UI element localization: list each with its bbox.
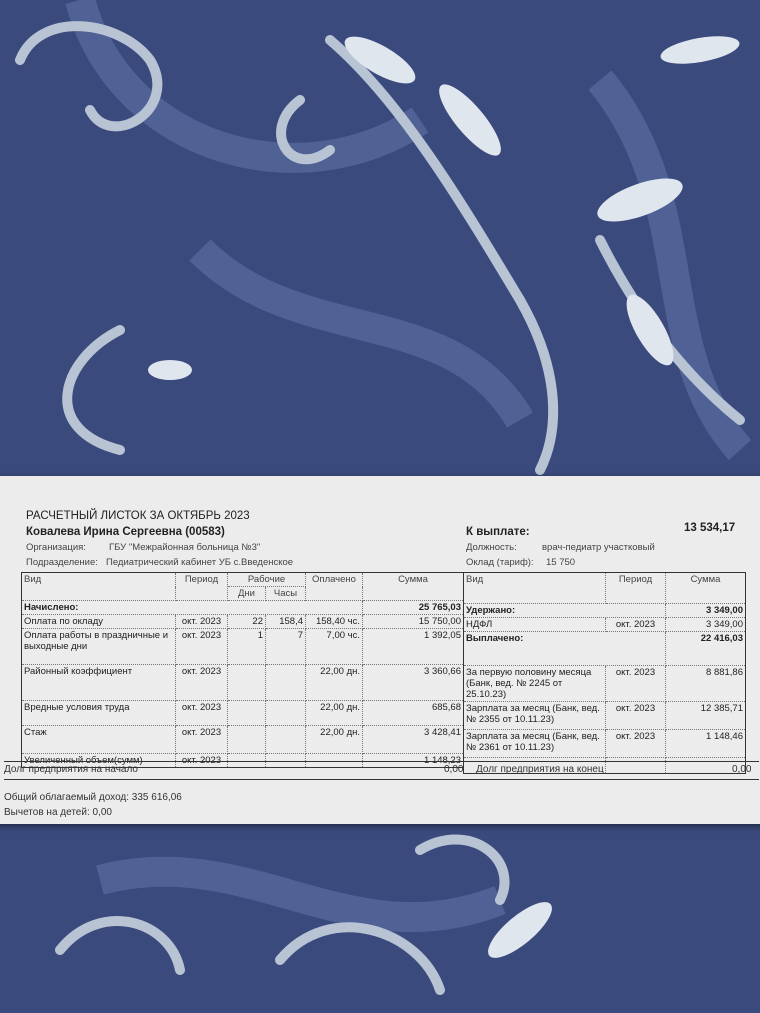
cell-hours: 158,4	[265, 614, 306, 629]
debt-end-label: Долг предприятия на конец	[476, 764, 604, 775]
cell-sum: 1 392,05	[362, 628, 464, 665]
cell-vid: Вредные условия труда	[21, 700, 176, 726]
cell-period: окт. 2023	[175, 614, 228, 629]
cell-period: окт. 2023	[605, 665, 666, 702]
employee-name: Ковалева Ирина Сергеевна (00583)	[26, 526, 225, 538]
col-work: Рабочие	[227, 572, 306, 587]
cell-sum: 8 881,86	[665, 665, 746, 702]
cell-paid: 22,00 дн.	[305, 664, 363, 701]
salary-value: 15 750	[546, 557, 576, 568]
cell-vid: Зарплата за месяц (Банк, вед. № 2361 от …	[463, 729, 606, 758]
cell-hours	[265, 700, 306, 726]
col-days: Дни	[227, 586, 266, 601]
payslip: РАСЧЕТНЫЙ ЛИСТОК ЗА ОКТЯБРЬ 2023 Ковалев…	[0, 476, 760, 824]
cell-vid: Зарплата за месяц (Банк, вед. № 2355 от …	[463, 701, 606, 730]
cell-days: 1	[227, 628, 266, 665]
table-row: Оплата по окладу окт. 2023 22 158,4 158,40 ч…	[21, 614, 464, 629]
pay-label: К выплате:	[466, 526, 530, 538]
table-row: Вредные условия труда окт. 2023 22,00 дн. 6…	[21, 700, 464, 726]
org-value: ГБУ "Межрайонная больница №3"	[109, 542, 261, 553]
dept-value: Педиатрический кабинет УБ с.Введенское	[106, 557, 294, 568]
position-value: врач-педиатр участковый	[542, 542, 655, 553]
cell-sum: 1 148,46	[665, 729, 746, 758]
debt-start-label: Долг предприятия на начало	[4, 764, 138, 775]
cell-days	[227, 664, 266, 701]
withheld-total: 3 349,00	[665, 603, 746, 618]
salary-label: Оклад (тариф):	[466, 557, 534, 568]
deductions-table: Вид Период Сумма Удержано: 3 349,00 НДФЛ…	[463, 572, 746, 774]
cell-period: окт. 2023	[175, 725, 228, 754]
col-sum: Сумма	[362, 572, 464, 601]
cell-period: окт. 2023	[175, 753, 228, 768]
debt-start-value: 0,00	[444, 764, 464, 775]
table-row: За первую половину месяца (Банк, вед. № …	[463, 665, 746, 702]
col-vid-right: Вид	[463, 572, 606, 604]
cell-sum: 3 360,66	[362, 664, 464, 701]
pay-value: 13 534,17	[684, 522, 736, 534]
divider	[4, 779, 759, 780]
table-row: Оплата работы в праздничные и выходные д…	[21, 628, 464, 665]
cell-sum: 685,68	[362, 700, 464, 726]
empty-cell	[605, 757, 666, 774]
dept-label: Подразделение:	[26, 557, 98, 568]
divider	[4, 761, 759, 762]
cell-vid: Увеличенный объем(сумм)	[21, 753, 176, 768]
cell-days: 22	[227, 614, 266, 629]
table-row: Зарплата за месяц (Банк, вед. № 2361 от …	[463, 729, 746, 758]
cell-days	[227, 700, 266, 726]
org-label: Организация:	[26, 542, 86, 553]
accrued-total: 25 765,03	[362, 600, 464, 615]
cell-vid: Оплата работы в праздничные и выходные д…	[21, 628, 176, 665]
col-period: Период	[175, 572, 228, 601]
cell-paid: 22,00 дн.	[305, 700, 363, 726]
payslip-title: РАСЧЕТНЫЙ ЛИСТОК ЗА ОКТЯБРЬ 2023	[26, 510, 250, 522]
table-row: НДФЛ окт. 2023 3 349,00	[463, 617, 746, 632]
child-deductions: Вычетов на детей: 0,00	[4, 807, 112, 818]
cell-sum: 12 385,71	[665, 701, 746, 730]
cell-paid: 158,40 чс.	[305, 614, 363, 629]
cell-paid: 7,00 чс.	[305, 628, 363, 665]
cell-period: окт. 2023	[175, 700, 228, 726]
col-sum-right: Сумма	[665, 572, 746, 604]
col-vid: Вид	[21, 572, 176, 601]
withheld-period: окт. 2023	[605, 617, 666, 632]
cell-period: окт. 2023	[175, 628, 228, 665]
cell-days	[227, 725, 266, 754]
cell-period: окт. 2023	[605, 701, 666, 730]
withheld-label: Удержано:	[463, 603, 666, 618]
cell-paid: 22,00 дн.	[305, 725, 363, 754]
cell-vid: За первую половину месяца (Банк, вед. № …	[463, 665, 606, 702]
cell-hours: 7	[265, 628, 306, 665]
paid-label: Выплачено:	[463, 631, 666, 666]
col-paid: Оплачено	[305, 572, 363, 601]
debt-end-value: 0,00	[732, 764, 752, 775]
cell-vid: Стаж	[21, 725, 176, 754]
table-row: Зарплата за месяц (Банк, вед. № 2355 от …	[463, 701, 746, 730]
cell-sum: 15 750,00	[362, 614, 464, 629]
col-hours: Часы	[265, 586, 306, 601]
table-row: Районный коэффициент окт. 2023 22,00 дн. 3 …	[21, 664, 464, 701]
cell-vid: Районный коэффициент	[21, 664, 176, 701]
cell-hours	[265, 664, 306, 701]
withheld-vid: НДФЛ	[463, 617, 606, 632]
accruals-table: Вид Период Рабочие Оплачено Сумма Дни Ча…	[21, 572, 464, 768]
table-row: Стаж окт. 2023 22,00 дн. 3 428,41	[21, 725, 464, 754]
cell-period: окт. 2023	[175, 664, 228, 701]
cell-vid: Оплата по окладу	[21, 614, 176, 629]
cell-sum: 3 428,41	[362, 725, 464, 754]
cell-period: окт. 2023	[605, 729, 666, 758]
cell-hours	[265, 725, 306, 754]
col-period-right: Период	[605, 572, 666, 604]
accrued-label: Начислено:	[21, 600, 363, 615]
position-label: Должность:	[466, 542, 517, 553]
withheld-sum: 3 349,00	[665, 617, 746, 632]
taxable-income: Общий облагаемый доход: 335 616,06	[4, 792, 182, 803]
paid-total: 22 416,03	[665, 631, 746, 666]
table-row: Увеличенный объем(сумм) окт. 2023 1 148,23	[21, 753, 464, 768]
